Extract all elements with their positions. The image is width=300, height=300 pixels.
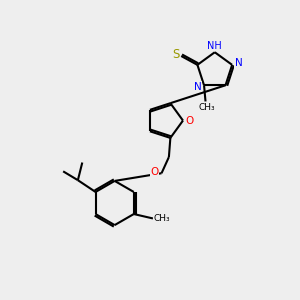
Text: O: O [150, 167, 158, 177]
Text: NH: NH [207, 41, 222, 51]
Text: CH₃: CH₃ [154, 214, 170, 223]
Text: N: N [235, 58, 242, 68]
Text: S: S [172, 48, 180, 61]
Text: CH₃: CH₃ [198, 103, 215, 112]
Text: O: O [185, 116, 194, 126]
Text: N: N [194, 82, 201, 92]
